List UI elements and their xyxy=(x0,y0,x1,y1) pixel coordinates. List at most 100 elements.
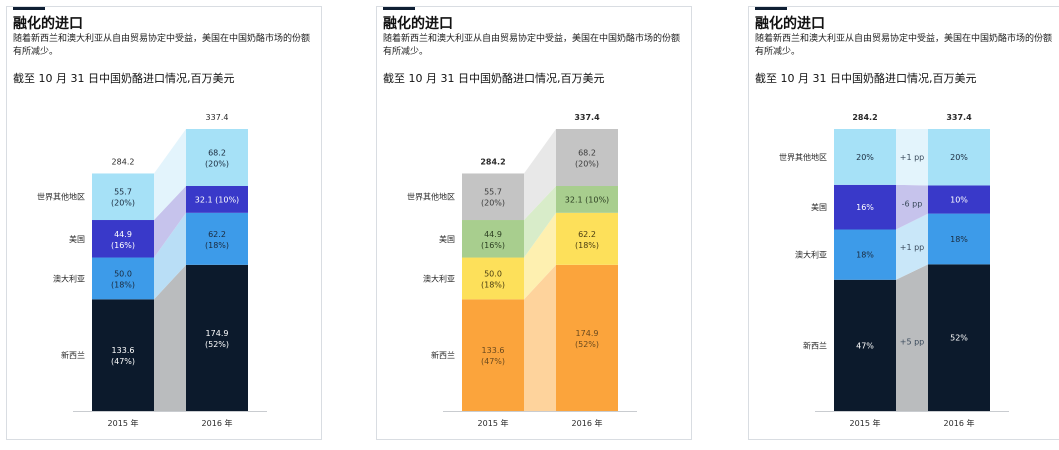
bar-2015-segment-1 xyxy=(834,229,896,280)
data-label-value: 20% xyxy=(950,153,968,162)
data-label-value: 32.1 (10%) xyxy=(195,195,239,204)
chart-heading: 截至 10 月 31 日中国奶酪进口情况,百万美元 xyxy=(383,72,605,85)
chart-heading: 截至 10 月 31 日中国奶酪进口情况,百万美元 xyxy=(755,72,977,85)
data-label-share: (16%) xyxy=(481,241,505,250)
data-label-share: (20%) xyxy=(205,160,229,169)
bar-2015-segment-2 xyxy=(462,220,524,258)
connector-band-0 xyxy=(524,264,556,411)
bar-2015-segment-2 xyxy=(92,220,154,258)
stacked-bar-chart: 133.6 (47%) 174.9 (52%) 新西兰 50.0 (18%) 62.2 (18%… xyxy=(37,113,267,428)
data-label-share: (18%) xyxy=(575,241,599,250)
bar-2016-segment-2 xyxy=(928,185,990,214)
data-label-value: 10% xyxy=(950,196,968,205)
series-label: 新西兰 xyxy=(803,340,827,350)
panel-title: 融化的进口 xyxy=(755,16,825,32)
data-label-value: 174.9 xyxy=(206,329,229,338)
connector-band-1 xyxy=(154,212,186,300)
stacked-bar-chart: 133.6 (47%) 174.9 (52%) 新西兰 50.0 (18%) 62.2 (18%… xyxy=(407,113,637,428)
bar-2016-segment-1 xyxy=(186,212,248,265)
data-label-value: 55.7 xyxy=(114,188,132,197)
data-label-value: 44.9 xyxy=(114,230,132,239)
data-label-value: 133.6 xyxy=(482,346,505,355)
data-label-value: 50.0 xyxy=(484,269,502,278)
bar-2015-segment-3 xyxy=(834,129,896,185)
bar-2015-segment-3 xyxy=(462,173,524,221)
connector-band-2 xyxy=(154,186,186,258)
data-label-share: (20%) xyxy=(481,199,505,208)
change-label: -6 pp xyxy=(902,199,923,208)
connector-band-3 xyxy=(154,129,186,221)
total-label-2016: 337.4 xyxy=(946,113,972,122)
bar-2015-segment-0 xyxy=(92,299,154,411)
accent-bar xyxy=(13,7,45,10)
panel-title: 融化的进口 xyxy=(13,16,83,32)
change-label: +1 pp xyxy=(900,153,925,162)
chart-panel-absolute-warm: 融化的进口 随着新西兰和澳大利亚从自由贸易协定中受益，美国在中国奶酪市场的份额有… xyxy=(376,6,692,440)
panel-subtitle: 随着新西兰和澳大利亚从自由贸易协定中受益，美国在中国奶酪市场的份额有所减少。 xyxy=(383,34,681,57)
bar-2016-segment-3 xyxy=(556,129,618,187)
x-tick-2016: 2016 年 xyxy=(202,418,233,428)
connector-band-0 xyxy=(896,264,928,411)
panel-title: 融化的进口 xyxy=(383,16,453,32)
bar-2016-segment-0 xyxy=(556,264,618,411)
x-tick-2015: 2015 年 xyxy=(478,418,509,428)
data-label-value: 174.9 xyxy=(576,329,599,338)
connector-band-3 xyxy=(524,129,556,221)
bar-2016-segment-2 xyxy=(186,186,248,213)
data-label-share: (18%) xyxy=(205,241,229,250)
data-label-value: 20% xyxy=(856,153,874,162)
x-tick-2016: 2016 年 xyxy=(572,418,603,428)
bar-2015-segment-1 xyxy=(92,257,154,300)
series-label: 美国 xyxy=(69,234,85,244)
data-label-value: 18% xyxy=(950,235,968,244)
series-label: 新西兰 xyxy=(61,350,85,360)
bar-2016-segment-0 xyxy=(186,264,248,411)
chart-panel-share: 融化的进口 随着新西兰和澳大利亚从自由贸易协定中受益，美国在中国奶酪市场的份额有… xyxy=(748,6,1059,440)
connector-band-1 xyxy=(896,213,928,280)
x-tick-2015: 2015 年 xyxy=(108,418,139,428)
total-label-2015: 284.2 xyxy=(112,157,135,166)
x-tick-2016: 2016 年 xyxy=(944,418,975,428)
bar-2015-segment-2 xyxy=(834,184,896,230)
bar-2016-segment-0 xyxy=(928,264,990,411)
series-label: 澳大利亚 xyxy=(53,273,85,283)
total-label-2015: 284.2 xyxy=(852,113,877,122)
panel-subtitle: 随着新西兰和澳大利亚从自由贸易协定中受益，美国在中国奶酪市场的份额有所减少。 xyxy=(755,34,1053,57)
total-label-2015: 284.2 xyxy=(480,157,505,166)
data-label-share: (20%) xyxy=(111,199,135,208)
data-label-value: 52% xyxy=(950,334,968,343)
total-label-2016: 337.4 xyxy=(574,113,600,122)
connector-band-2 xyxy=(524,186,556,258)
data-label-share: (18%) xyxy=(111,280,135,289)
data-label-value: 62.2 xyxy=(208,230,226,239)
chart-heading: 截至 10 月 31 日中国奶酪进口情况,百万美元 xyxy=(13,72,235,85)
data-label-share: (52%) xyxy=(575,340,599,349)
data-label-value: 44.9 xyxy=(484,230,502,239)
data-label-value: 16% xyxy=(856,203,874,212)
series-label: 世界其他地区 xyxy=(779,152,827,162)
data-label-share: (20%) xyxy=(575,160,599,169)
x-tick-2015: 2015 年 xyxy=(850,418,881,428)
connector-band-1 xyxy=(524,212,556,300)
data-label-value: 62.2 xyxy=(578,230,596,239)
data-label-share: (16%) xyxy=(111,241,135,250)
data-label-value: 32.1 (10%) xyxy=(565,195,609,204)
series-label: 世界其他地区 xyxy=(407,192,455,202)
total-label-2016: 337.4 xyxy=(206,113,229,122)
data-label-share: (18%) xyxy=(481,280,505,289)
data-label-value: 133.6 xyxy=(112,346,135,355)
data-label-value: 50.0 xyxy=(114,269,132,278)
series-label: 美国 xyxy=(439,234,455,244)
data-label-value: 55.7 xyxy=(484,188,502,197)
bar-2015-segment-0 xyxy=(834,279,896,411)
change-label: +1 pp xyxy=(900,243,925,252)
connector-band-2 xyxy=(896,184,928,230)
bar-2015-segment-0 xyxy=(462,299,524,411)
bar-2016-segment-1 xyxy=(928,213,990,265)
chart-panel-absolute-dark: 融化的进口 随着新西兰和澳大利亚从自由贸易协定中受益，美国在中国奶酪市场的份额有… xyxy=(6,6,322,440)
bar-2015-segment-1 xyxy=(462,257,524,300)
bar-2015-segment-3 xyxy=(92,173,154,221)
bar-2016-segment-3 xyxy=(186,129,248,187)
bar-2016-segment-3 xyxy=(928,129,990,186)
data-label-share: (47%) xyxy=(481,357,505,366)
